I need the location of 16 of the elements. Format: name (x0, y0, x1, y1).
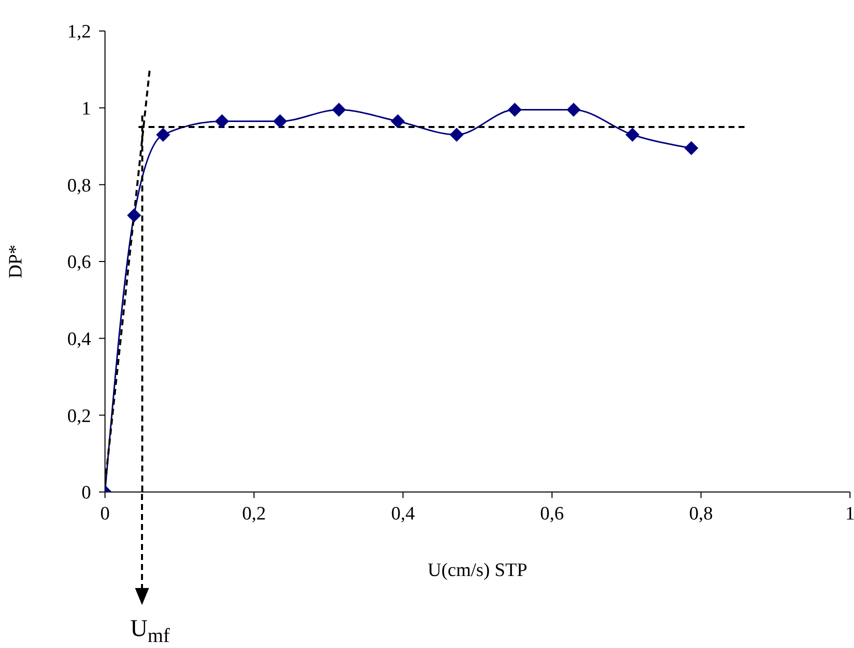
x-tick-label: 0 (100, 503, 110, 524)
x-tick-label: 0,6 (540, 503, 564, 524)
y-tick-label: 0,8 (67, 175, 91, 196)
text: U$_{mf}$ (130, 616, 170, 648)
y-tick-label: 1,2 (67, 22, 91, 43)
x-tick-label: 0,2 (242, 503, 266, 524)
x-tick-label: 1 (845, 503, 854, 524)
y-tick-label: 0,4 (67, 329, 92, 350)
y-tick-label: 0 (82, 482, 91, 504)
y-tick-label: 1 (82, 98, 91, 120)
y-tick-label: 0,2 (67, 406, 91, 427)
x-tick-label: 0,4 (391, 503, 416, 524)
y-tick-label: 0,6 (67, 252, 91, 274)
y-axis-title: DP* (6, 244, 27, 278)
x-tick-label: 0,8 (689, 503, 713, 524)
x-axis-title: U(cm/s) STP (428, 560, 528, 581)
